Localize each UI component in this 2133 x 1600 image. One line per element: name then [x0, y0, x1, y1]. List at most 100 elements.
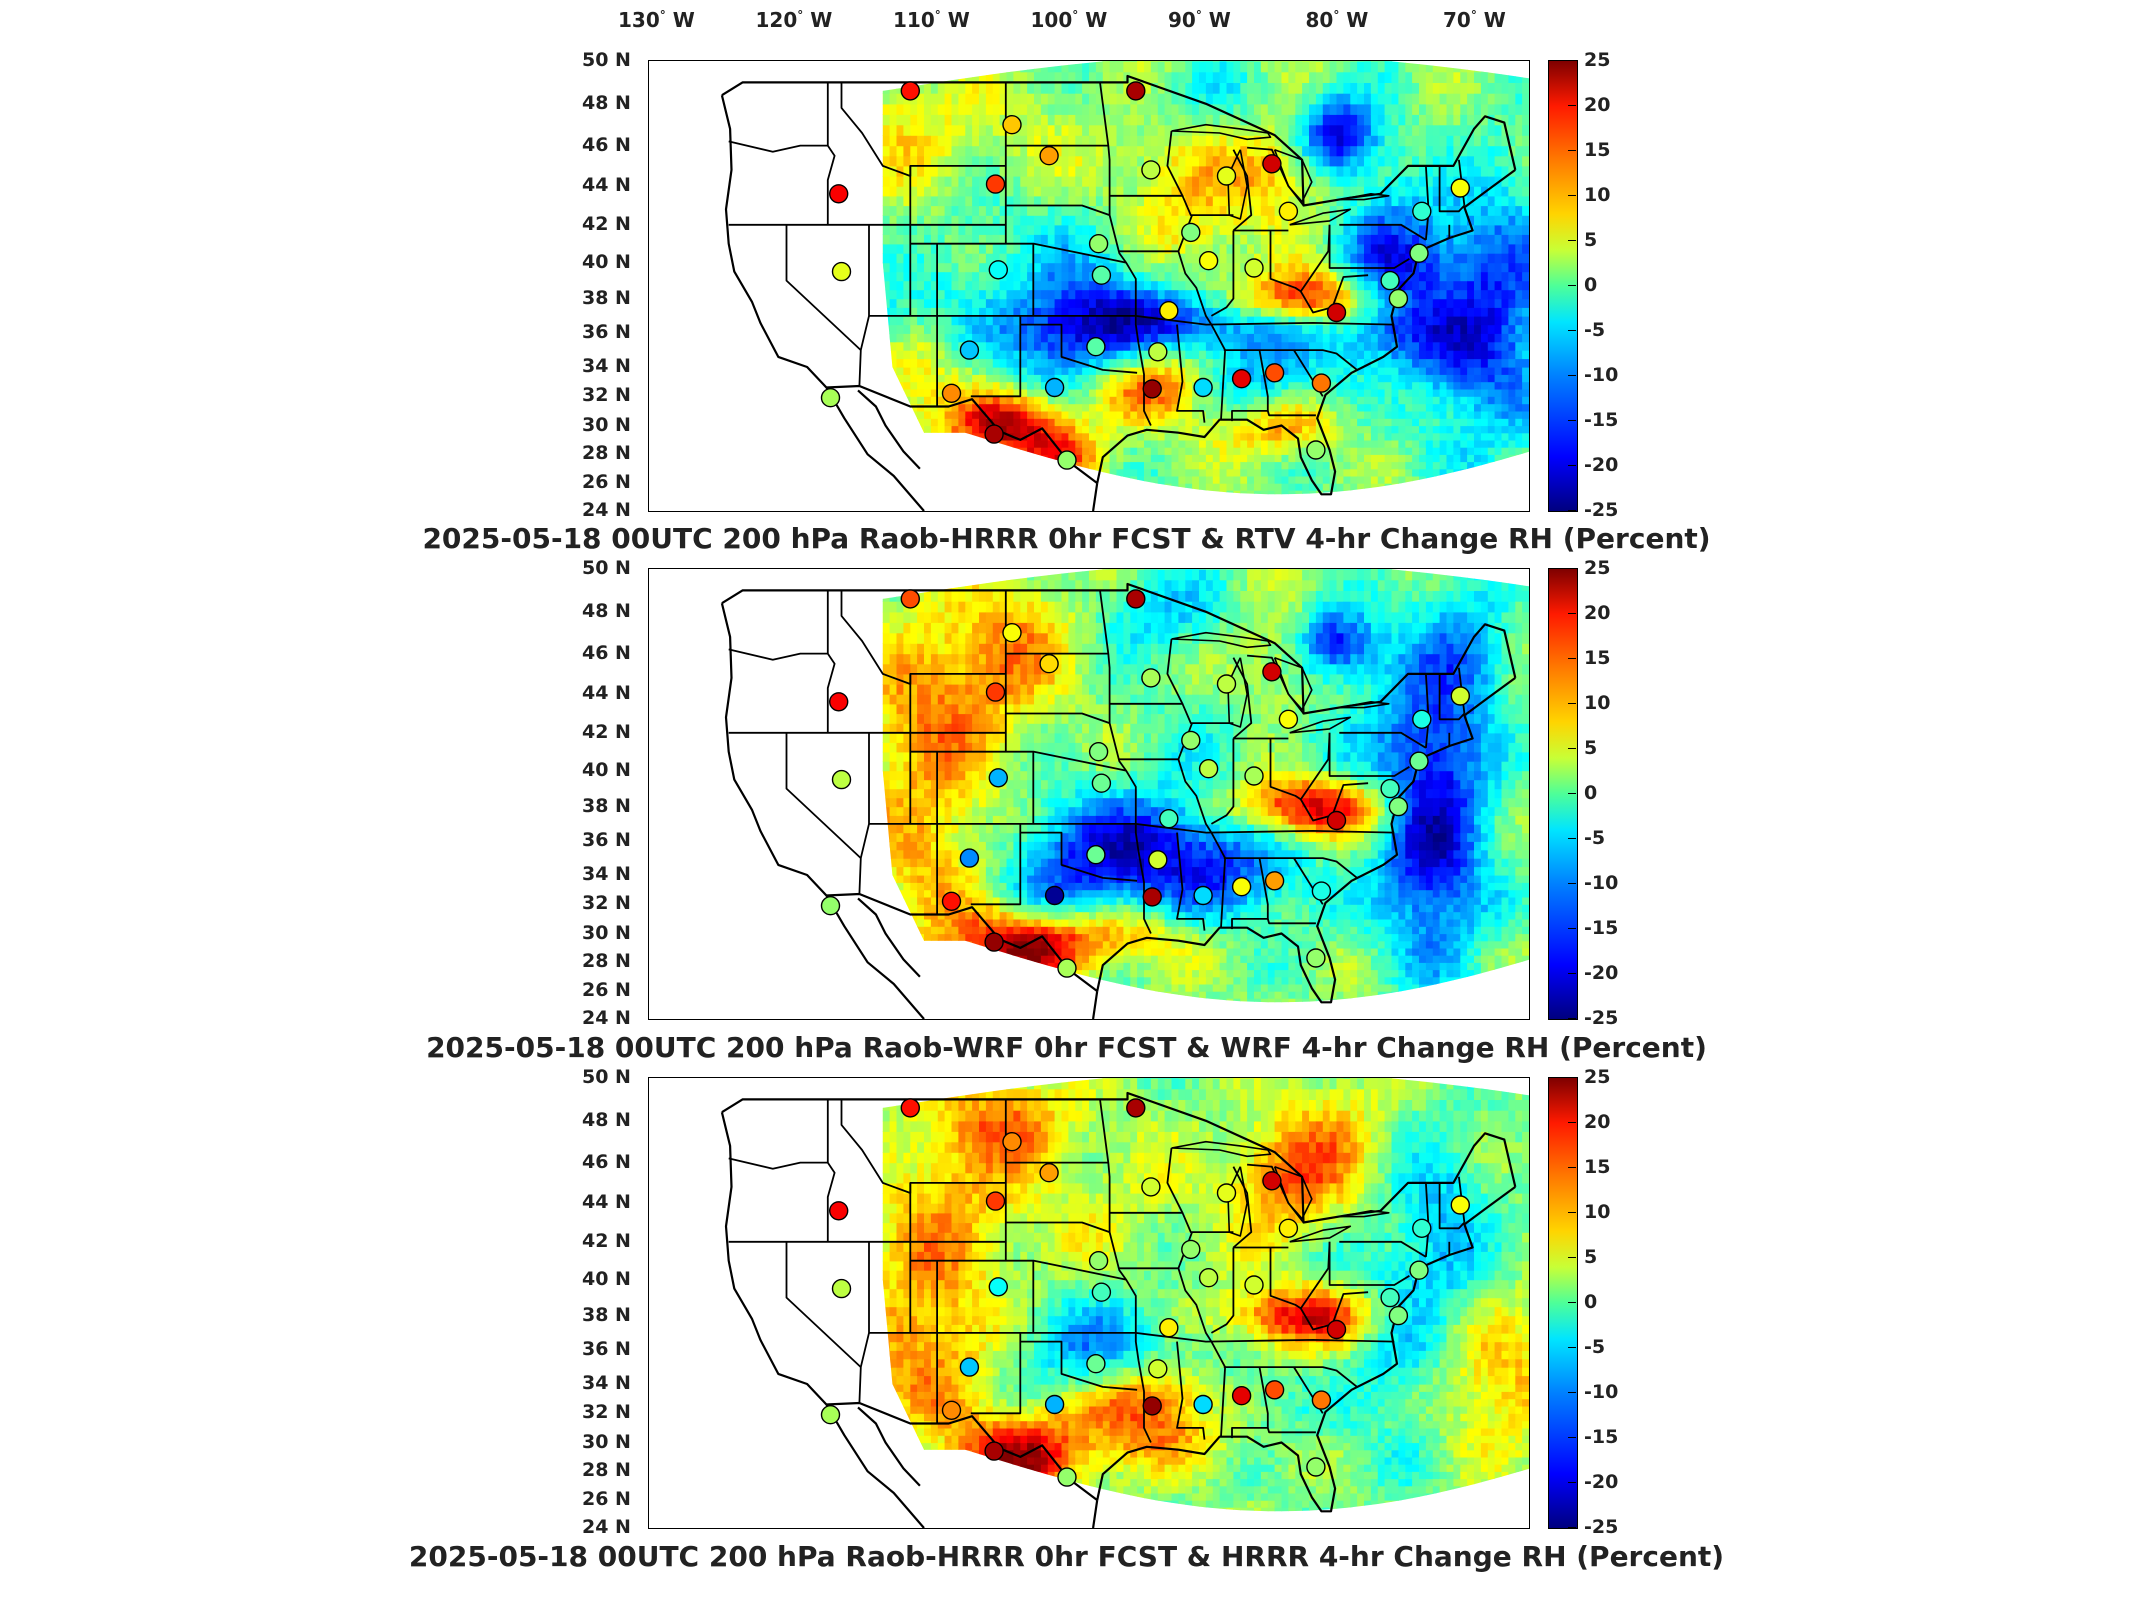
field-cell	[1343, 243, 1351, 254]
field-cell	[985, 410, 994, 419]
field-cell	[1219, 215, 1228, 226]
field-cell	[1123, 410, 1131, 419]
field-cell	[1446, 490, 1454, 495]
field-cell	[1288, 289, 1296, 300]
field-cell	[1082, 315, 1090, 326]
field-cell	[1205, 403, 1214, 412]
field-cell	[1281, 103, 1289, 115]
field-cell	[1446, 165, 1454, 177]
field-cell	[1474, 483, 1482, 491]
field-cell	[1192, 374, 1200, 383]
field-cell	[896, 262, 904, 273]
field-cell	[1274, 388, 1283, 397]
field-cell	[1425, 82, 1434, 94]
field-cell	[1474, 468, 1482, 477]
field-cell	[1219, 307, 1228, 317]
field-cell	[1384, 367, 1393, 375]
field-cell	[1315, 358, 1324, 368]
field-cell	[1274, 71, 1283, 83]
field-cell	[1329, 271, 1338, 282]
field-cell	[1460, 145, 1468, 157]
field-cell	[1302, 447, 1310, 455]
field-cell	[1302, 61, 1310, 73]
field-cell	[1391, 224, 1399, 235]
field-cell	[1061, 341, 1069, 351]
field-cell	[1116, 61, 1124, 62]
field-cell	[1226, 145, 1234, 157]
field-cell	[1364, 315, 1372, 326]
field-cell	[1398, 388, 1406, 397]
field-cell	[1130, 234, 1138, 245]
field-cell	[882, 289, 891, 300]
field-cell	[1226, 82, 1234, 94]
field-cell	[1274, 280, 1283, 291]
field-cell	[1494, 432, 1503, 441]
field-cell	[1288, 439, 1296, 448]
field-cell	[1275, 504, 1283, 511]
field-cell	[1322, 61, 1331, 62]
field-cell	[1357, 114, 1365, 126]
field-cell	[1398, 82, 1406, 94]
field-cell	[1212, 333, 1221, 343]
field-cell	[965, 403, 973, 412]
field-cell	[1446, 367, 1454, 375]
field-cell	[1089, 388, 1097, 397]
field-cell	[1288, 165, 1296, 177]
field-cell	[1151, 504, 1159, 511]
field-cell	[889, 280, 898, 291]
field-cell	[1336, 403, 1344, 412]
lon-tick-label: 130° W	[618, 8, 695, 32]
field-cell	[1144, 483, 1152, 491]
field-cell	[1020, 461, 1028, 470]
field-cell	[1157, 418, 1166, 427]
field-cell	[1027, 114, 1035, 126]
field-cell	[896, 468, 904, 477]
field-cell	[1343, 224, 1351, 235]
field-cell	[1474, 425, 1482, 434]
field-cell	[1391, 234, 1399, 245]
field-cell	[1020, 341, 1028, 351]
field-cell	[1274, 298, 1283, 308]
field-cell	[1419, 93, 1427, 105]
field-cell	[903, 243, 911, 254]
field-cell	[999, 483, 1008, 491]
field-cell	[1480, 253, 1489, 264]
field-cell	[1302, 454, 1310, 463]
field-cell	[1322, 280, 1331, 291]
field-cell	[1405, 82, 1413, 94]
field-cell	[1460, 432, 1468, 441]
field-cell	[1370, 93, 1379, 105]
field-cell	[958, 176, 966, 187]
field-cell	[1405, 350, 1413, 360]
field-cell	[1398, 439, 1406, 448]
field-cell	[1281, 396, 1289, 405]
field-cell	[1288, 215, 1296, 226]
field-cell	[1370, 271, 1379, 282]
field-cell	[945, 504, 953, 511]
field-cell	[944, 432, 953, 441]
field-cell	[910, 186, 918, 197]
field-cell	[1425, 165, 1434, 177]
field-cell	[1419, 341, 1427, 351]
field-cell	[1377, 381, 1386, 390]
field-cell	[1109, 475, 1118, 484]
field-cell	[1439, 461, 1448, 470]
field-cell	[1054, 432, 1063, 441]
field-cell	[1130, 497, 1138, 505]
field-cell	[882, 439, 884, 448]
field-cell	[882, 205, 884, 216]
field-cell	[1157, 224, 1166, 235]
field-cell	[1164, 61, 1173, 62]
field-cell	[1439, 367, 1448, 375]
field-cell	[937, 103, 946, 115]
field-cell	[1267, 280, 1276, 291]
field-cell	[1082, 432, 1090, 441]
field-cell	[1260, 271, 1269, 282]
field-cell	[1171, 324, 1179, 334]
field-cell	[1474, 298, 1482, 308]
field-cell	[1281, 447, 1289, 455]
field-cell	[1095, 71, 1104, 83]
field-cell	[1288, 298, 1296, 308]
field-cell	[1302, 298, 1310, 308]
field-cell	[1480, 298, 1489, 308]
